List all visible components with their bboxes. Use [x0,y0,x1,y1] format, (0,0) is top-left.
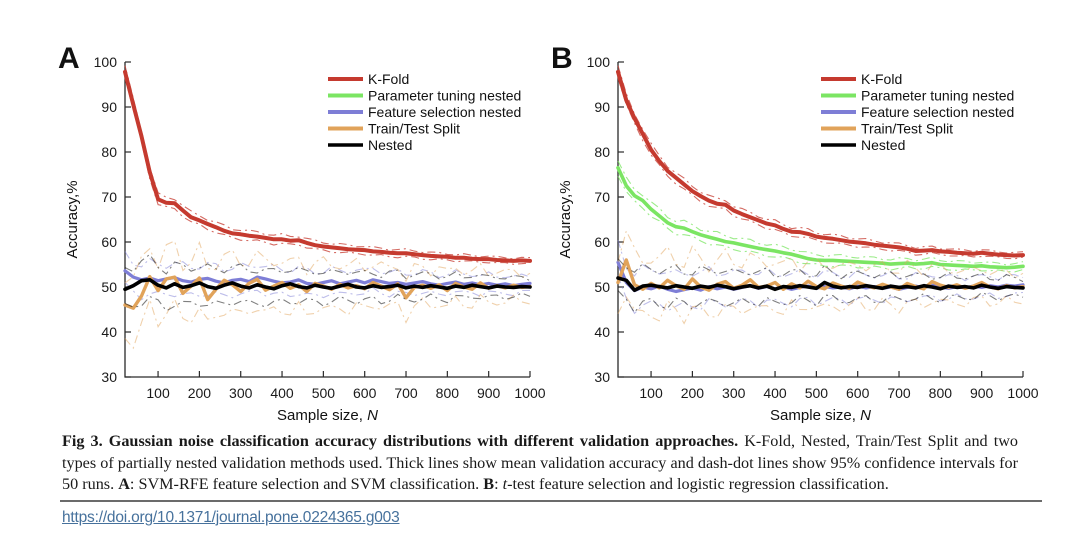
x-tick-label: 800 [929,385,953,401]
caption-a-label: A [118,475,130,494]
y-tick-label: 70 [101,189,117,205]
caption-body: K-Fold, Nested, Train/Test Split and two… [62,432,1019,494]
legend-label-parameter-tuning-nested: Parameter tuning nested [368,88,521,104]
legend-label-nested: Nested [861,137,905,153]
y-tick-label: 80 [101,144,117,160]
x-tick-label: 900 [477,385,501,401]
x-tick-label: 600 [846,385,870,401]
figure-caption: Fig 3. Gaussian noise classification acc… [62,431,1018,496]
y-tick-label: 100 [587,54,611,70]
nested-line [123,278,532,292]
chart-panel-b: B 30 40 50 60 70 80 90 100 100 200 300 400 500 600 700 8… [551,42,1038,424]
x-tick-label: 700 [887,385,911,401]
nested-ci-lower [617,290,1024,314]
train-test-split-ci-lower [617,294,1024,325]
caption-a-text: : SVM-RFE feature selection and SVM clas… [129,475,484,494]
y-axis-label: Accuracy,% [557,180,574,258]
legend-label-k-fold: K-Fold [368,71,409,87]
y-tick-label: 60 [594,234,610,250]
x-axis-label: Sample size, N [277,407,378,424]
y-tick-label: 70 [594,189,610,205]
parameter-tuning-nested-ci-lower [617,176,1024,273]
feature-selection-nested-ci-upper [124,251,531,279]
feature-selection-nested-ci-upper [617,240,1024,282]
legend-label-parameter-tuning-nested: Parameter tuning nested [861,88,1014,104]
legend-label-feature-selection-nested: Feature selection nested [368,104,521,120]
y-tick-label: 30 [594,369,610,385]
caption-separator-rule [60,500,1042,502]
k-fold-ci-lower [124,78,531,265]
legend-label-train-test-split: Train/Test Split [861,121,953,137]
k-fold-ci-upper [124,65,531,260]
caption-b-colon: : [494,475,503,494]
train-test-split-ci-upper [617,229,1024,279]
y-tick-label: 90 [594,99,610,115]
x-tick-label: 1000 [1007,385,1038,401]
feature-selection-nested-line [123,269,532,288]
x-tick-label: 900 [970,385,994,401]
feature-selection-nested-ci-lower [617,275,1024,315]
x-tick-label: 700 [394,385,418,401]
parameter-tuning-nested-ci-upper [617,160,1024,266]
k-fold-line [616,69,1025,258]
nested-ci-lower [124,292,531,312]
caption-b-text: -test feature selection and logistic reg… [507,475,889,494]
legend-label-k-fold: K-Fold [861,71,902,87]
y-tick-label: 50 [594,279,610,295]
y-axis-label: Accuracy,% [64,180,81,258]
panel-label-a: A [58,42,80,75]
parameter-tuning-nested-line [616,166,1025,270]
legend-label-train-test-split: Train/Test Split [368,121,460,137]
caption-b-italic: t [502,475,508,494]
panel-label-b: B [551,42,573,75]
x-tick-label: 400 [763,385,787,401]
y-tick-label: 100 [94,54,118,70]
y-tick-label: 80 [594,144,610,160]
y-tick-label: 60 [101,234,117,250]
k-fold-ci-lower [617,78,1024,260]
chart-panel-a: A 30 40 50 60 70 80 90 100 100 200 300 400 500 600 700 8… [58,42,545,424]
x-tick-label: 600 [353,385,377,401]
legend-label-nested: Nested [368,137,412,153]
y-tick-label: 90 [101,99,117,115]
caption-b-label: B [483,475,495,494]
x-tick-label: 1000 [514,385,545,401]
x-tick-label: 100 [146,385,170,401]
x-tick-label: 500 [312,385,336,401]
caption-title: Fig 3. Gaussian noise classification acc… [62,432,739,450]
x-tick-label: 300 [722,385,746,401]
train-test-split-ci-lower [124,293,531,350]
x-tick-label: 400 [270,385,294,401]
train-test-split-ci-upper [124,240,531,284]
x-tick-label: 300 [229,385,253,401]
k-fold-line [123,69,532,263]
nested-ci-upper [617,258,1024,283]
x-tick-label: 200 [681,385,705,401]
feature-selection-nested-ci-lower [124,282,531,301]
legend-label-feature-selection-nested: Feature selection nested [861,104,1014,120]
x-tick-label: 800 [436,385,460,401]
y-tick-label: 30 [101,369,117,385]
x-tick-label: 500 [805,385,829,401]
x-axis-label: Sample size, N [770,407,871,424]
nested-ci-upper [124,253,531,282]
y-tick-label: 40 [101,324,117,340]
y-tick-label: 40 [594,324,610,340]
doi-link[interactable]: https://doi.org/10.1371/journal.pone.022… [62,509,400,526]
y-tick-label: 50 [101,279,117,295]
x-tick-label: 200 [188,385,212,401]
nested-line [616,276,1025,292]
x-tick-label: 100 [639,385,663,401]
